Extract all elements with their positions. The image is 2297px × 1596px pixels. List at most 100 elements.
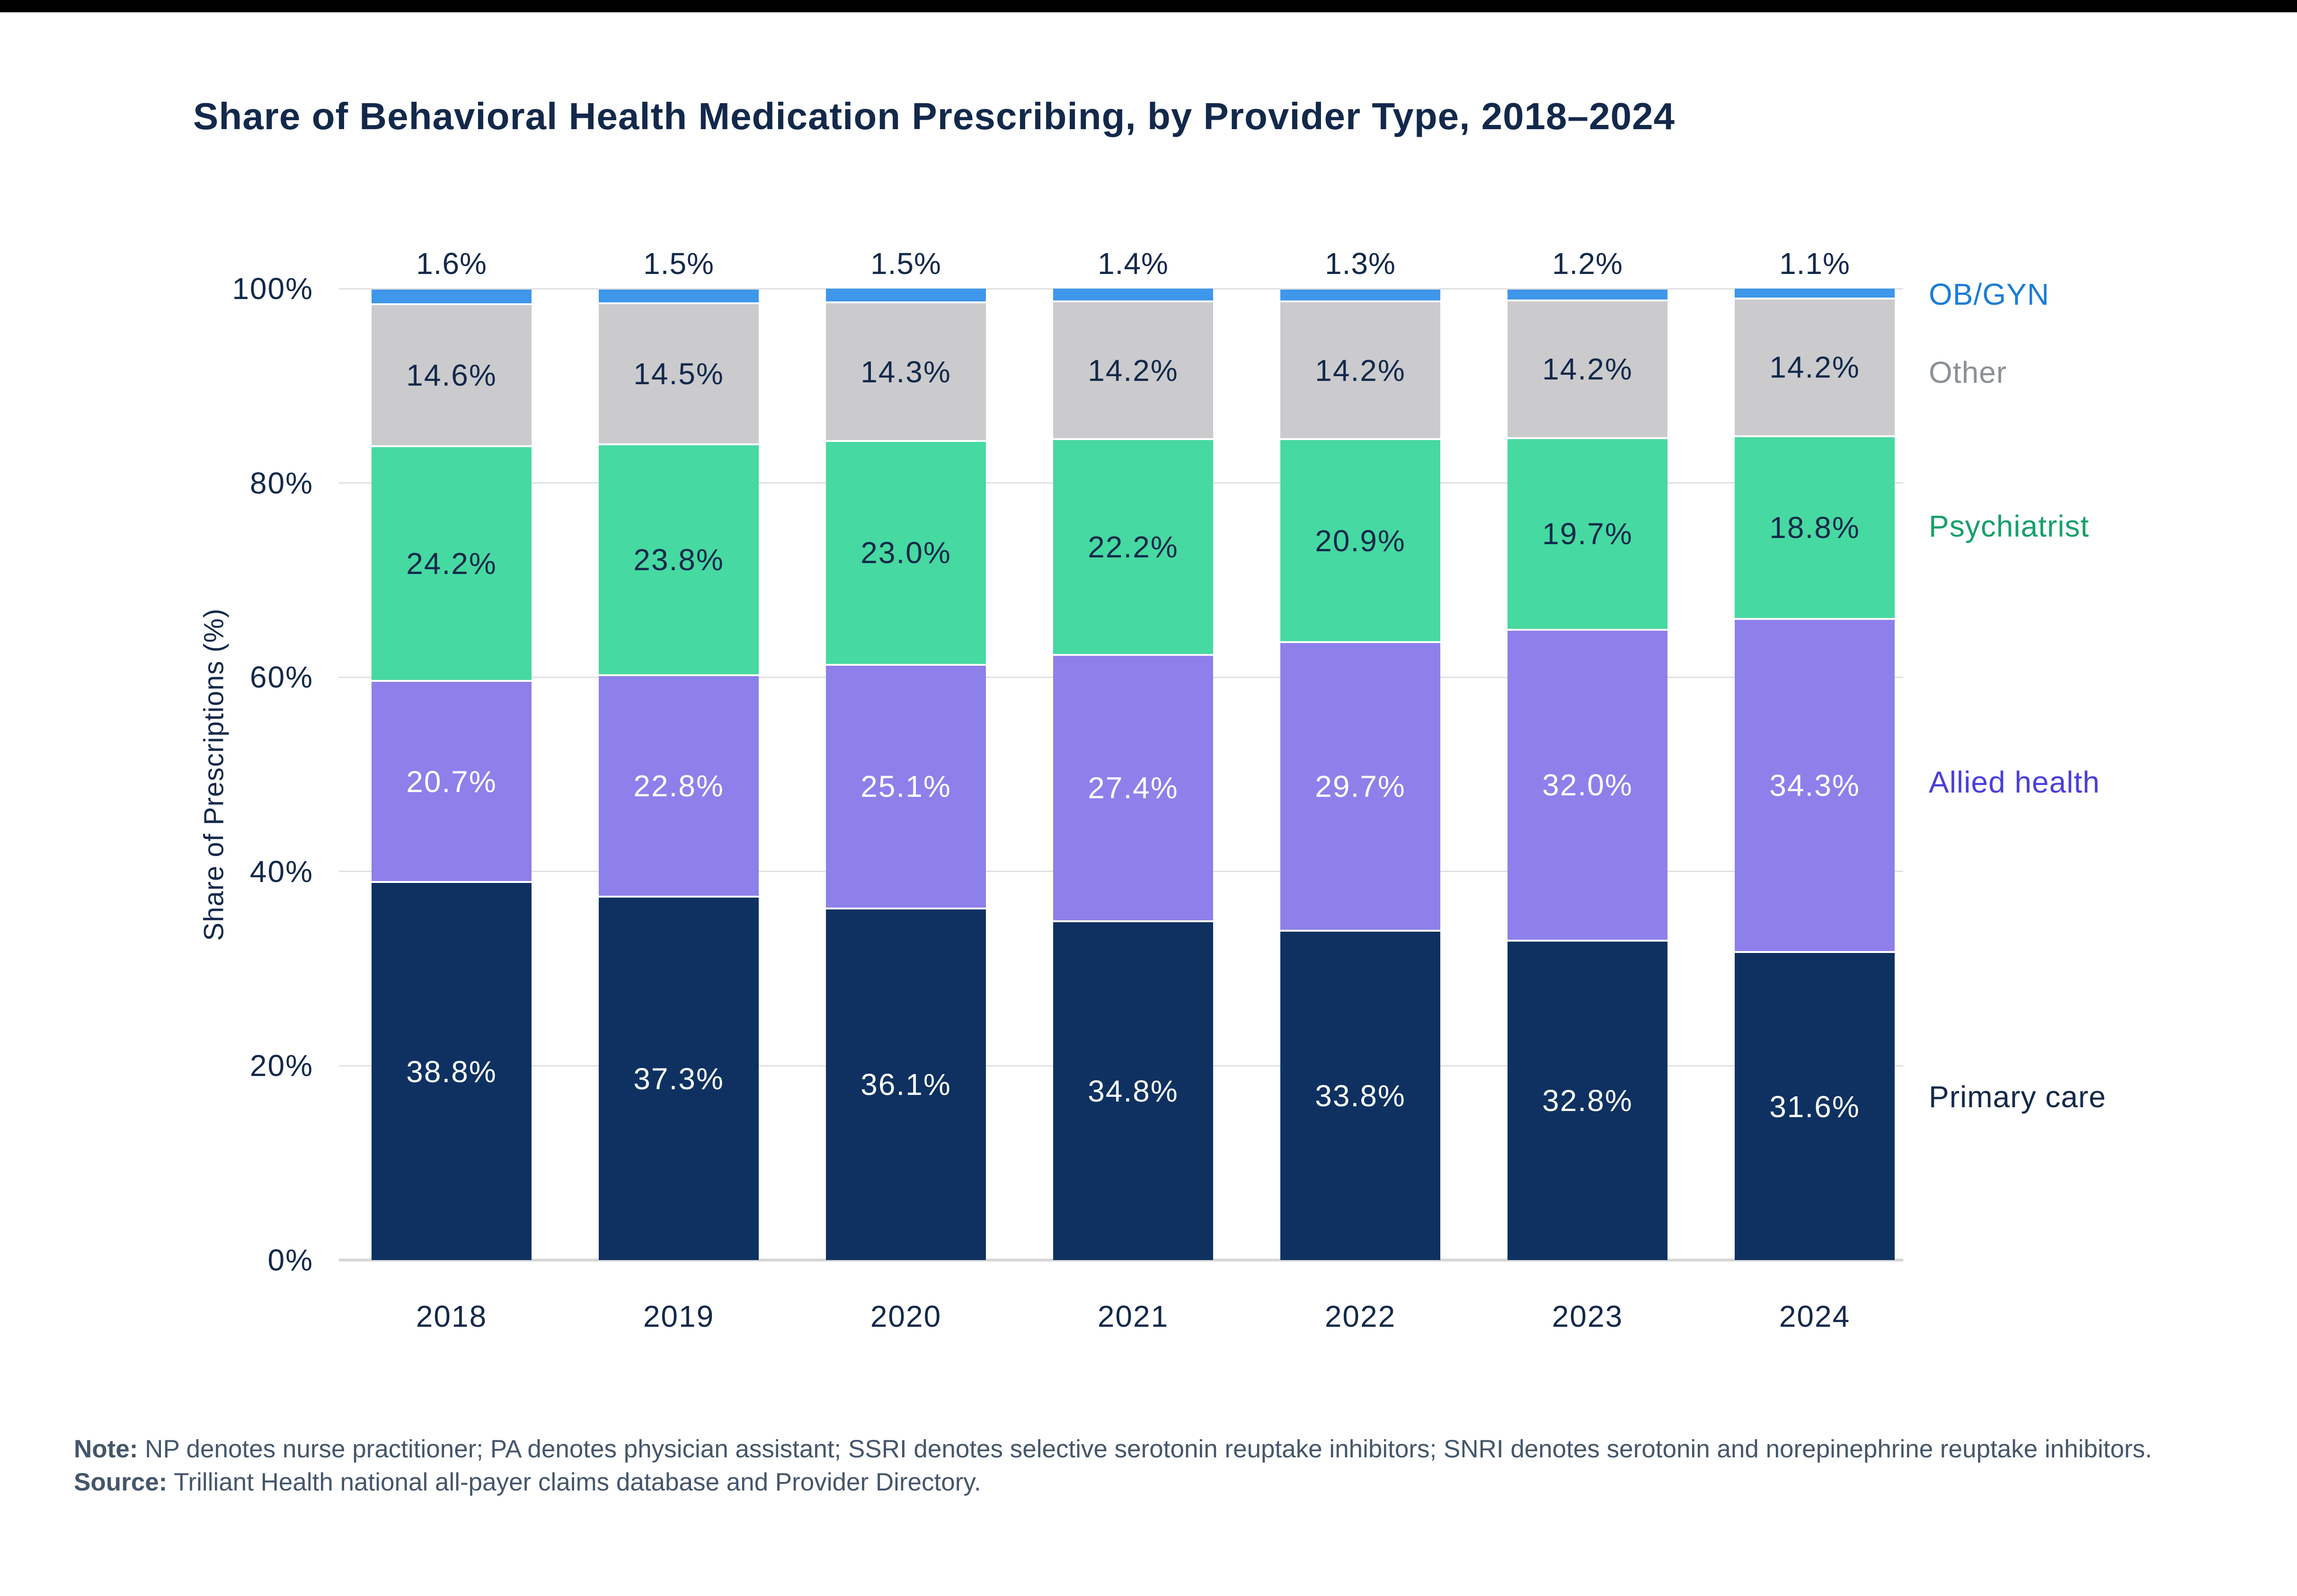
segment-value-label: 37.3% <box>633 1062 724 1096</box>
segment-allied-health-2019: 22.8% <box>599 676 759 898</box>
bar-2019: 1.5% 14.5% 23.8% 22.8% 37.3% <box>599 247 759 1260</box>
segment-allied-health-2018: 20.7% <box>372 682 532 883</box>
y-axis-tick-labels: 100% 80% 60% 40% 20% 0% <box>0 273 313 1275</box>
segment-allied-health-2021: 27.4% <box>1053 656 1213 922</box>
segment-allied-health-2022: 29.7% <box>1280 643 1440 932</box>
segment-value-label: 36.1% <box>860 1067 951 1102</box>
segment-ob-gyn-2022 <box>1280 290 1440 302</box>
segment-value-label: 38.8% <box>406 1054 497 1089</box>
ob-gyn-value-label-2021: 1.4% <box>1098 247 1169 281</box>
segment-other-2018: 14.6% <box>372 305 532 447</box>
legend-item-primary-care: Primary care <box>1929 1080 2106 1114</box>
segment-primary-care-2023: 32.8% <box>1508 941 1667 1260</box>
segment-psychiatrist-2024: 18.8% <box>1735 437 1895 620</box>
segment-psychiatrist-2021: 22.2% <box>1053 440 1213 656</box>
segment-psychiatrist-2019: 23.8% <box>599 445 759 677</box>
segment-value-label: 14.6% <box>406 358 497 392</box>
segment-value-label: 23.8% <box>633 542 724 577</box>
segment-other-2022: 14.2% <box>1280 302 1440 441</box>
segment-value-label: 20.7% <box>406 764 497 799</box>
x-year-label-2023: 2023 <box>1552 1299 1623 1333</box>
segment-psychiatrist-2022: 20.9% <box>1280 440 1440 644</box>
segment-primary-care-2019: 37.3% <box>599 898 759 1260</box>
ob-gyn-value-label-2023: 1.2% <box>1552 247 1623 281</box>
gridline-0 <box>339 1259 1903 1261</box>
ob-gyn-value-label-2020: 1.5% <box>870 247 941 281</box>
gridline-100 <box>339 288 1903 290</box>
segment-primary-care-2021: 34.8% <box>1053 922 1213 1260</box>
x-year-label-2021: 2021 <box>1097 1299 1169 1333</box>
source-text: Trilliant Health national all-payer clai… <box>167 1468 981 1496</box>
source-line: Source: Trilliant Health national all-pa… <box>74 1466 2175 1499</box>
segment-ob-gyn-2023 <box>1508 290 1667 301</box>
segment-value-label: 22.8% <box>633 769 724 803</box>
note-line: Note: NP denotes nurse practitioner; PA … <box>74 1433 2175 1466</box>
chart-title: Share of Behavioral Health Medication Pr… <box>193 95 1676 137</box>
y-tick-60: 60% <box>249 660 313 695</box>
segment-other-2024: 14.2% <box>1735 299 1895 438</box>
segment-ob-gyn-2020 <box>826 289 986 303</box>
segment-value-label: 32.0% <box>1542 768 1633 802</box>
x-year-label-2024: 2024 <box>1779 1299 1851 1333</box>
bar-2021: 1.4% 14.2% 22.2% 27.4% 34.8% <box>1053 247 1213 1260</box>
segment-value-label: 23.0% <box>860 536 951 570</box>
y-tick-0: 0% <box>267 1243 313 1277</box>
ob-gyn-value-label-2024: 1.1% <box>1779 247 1850 281</box>
segment-value-label: 25.1% <box>860 769 951 804</box>
segment-value-label: 18.8% <box>1769 511 1860 545</box>
segment-value-label: 20.9% <box>1315 523 1406 558</box>
y-tick-80: 80% <box>249 466 313 500</box>
segment-value-label: 14.2% <box>1088 353 1179 388</box>
plot-area: 1.6% 14.6% 24.2% 20.7% 38.8% 1.5% 14.5% 23.8% 22… <box>339 247 1903 1261</box>
segment-other-2023: 14.2% <box>1508 301 1667 440</box>
segment-ob-gyn-2021 <box>1053 289 1213 302</box>
segment-value-label: 14.2% <box>1315 353 1406 388</box>
y-tick-40: 40% <box>249 854 313 889</box>
segment-value-label: 29.7% <box>1315 769 1406 804</box>
x-year-label-2020: 2020 <box>870 1299 942 1333</box>
x-year-label-2018: 2018 <box>416 1299 488 1333</box>
segment-primary-care-2022: 33.8% <box>1280 932 1440 1260</box>
segment-value-label: 32.8% <box>1542 1084 1633 1118</box>
x-axis-labels: 2018 2019 2020 2021 2022 2023 2024 <box>339 1299 1903 1341</box>
source-label: Source: <box>74 1468 168 1496</box>
y-tick-20: 20% <box>249 1049 313 1083</box>
segment-value-label: 33.8% <box>1315 1079 1406 1113</box>
segment-value-label: 27.4% <box>1088 771 1179 805</box>
note-text: NP denotes nurse practitioner; PA denote… <box>138 1435 2152 1463</box>
bar-2023: 1.2% 14.2% 19.7% 32.0% 32.8% <box>1508 247 1667 1260</box>
top-black-bar <box>0 0 2297 12</box>
segment-other-2020: 14.3% <box>826 303 986 442</box>
bar-2024: 1.1% 14.2% 18.8% 34.3% 31.6% <box>1735 247 1895 1260</box>
segment-value-label: 14.2% <box>1542 352 1633 387</box>
y-tick-100: 100% <box>232 272 313 306</box>
segment-psychiatrist-2023: 19.7% <box>1508 439 1667 631</box>
segment-allied-health-2024: 34.3% <box>1735 620 1895 953</box>
segment-primary-care-2020: 36.1% <box>826 909 986 1260</box>
segment-value-label: 34.3% <box>1769 768 1860 803</box>
legend-item-psychiatrist: Psychiatrist <box>1929 509 2090 543</box>
segment-value-label: 34.8% <box>1088 1074 1179 1108</box>
segment-ob-gyn-2024 <box>1735 289 1895 300</box>
segment-primary-care-2018: 38.8% <box>372 883 532 1260</box>
segment-primary-care-2024: 31.6% <box>1735 953 1895 1260</box>
bar-2020: 1.5% 14.3% 23.0% 25.1% 36.1% <box>826 247 986 1260</box>
legend-item-allied-health: Allied health <box>1929 765 2100 799</box>
segment-value-label: 14.3% <box>860 354 951 389</box>
segment-value-label: 24.2% <box>406 547 497 581</box>
segment-psychiatrist-2020: 23.0% <box>826 442 986 666</box>
segment-other-2019: 14.5% <box>599 304 759 445</box>
bar-2018: 1.6% 14.6% 24.2% 20.7% 38.8% <box>372 247 532 1260</box>
footnote: Note: NP denotes nurse practitioner; PA … <box>74 1433 2175 1499</box>
x-year-label-2022: 2022 <box>1324 1299 1396 1333</box>
segment-value-label: 14.2% <box>1769 350 1860 385</box>
ob-gyn-value-label-2019: 1.5% <box>643 247 714 281</box>
segment-other-2021: 14.2% <box>1053 302 1213 441</box>
note-label: Note: <box>74 1435 138 1463</box>
ob-gyn-value-label-2022: 1.3% <box>1325 247 1396 281</box>
segment-value-label: 22.2% <box>1088 530 1179 564</box>
legend-item-ob-gyn: OB/GYN <box>1929 277 2049 311</box>
bar-2022: 1.3% 14.2% 20.9% 29.7% 33.8% <box>1280 247 1440 1260</box>
segment-value-label: 31.6% <box>1769 1089 1860 1124</box>
